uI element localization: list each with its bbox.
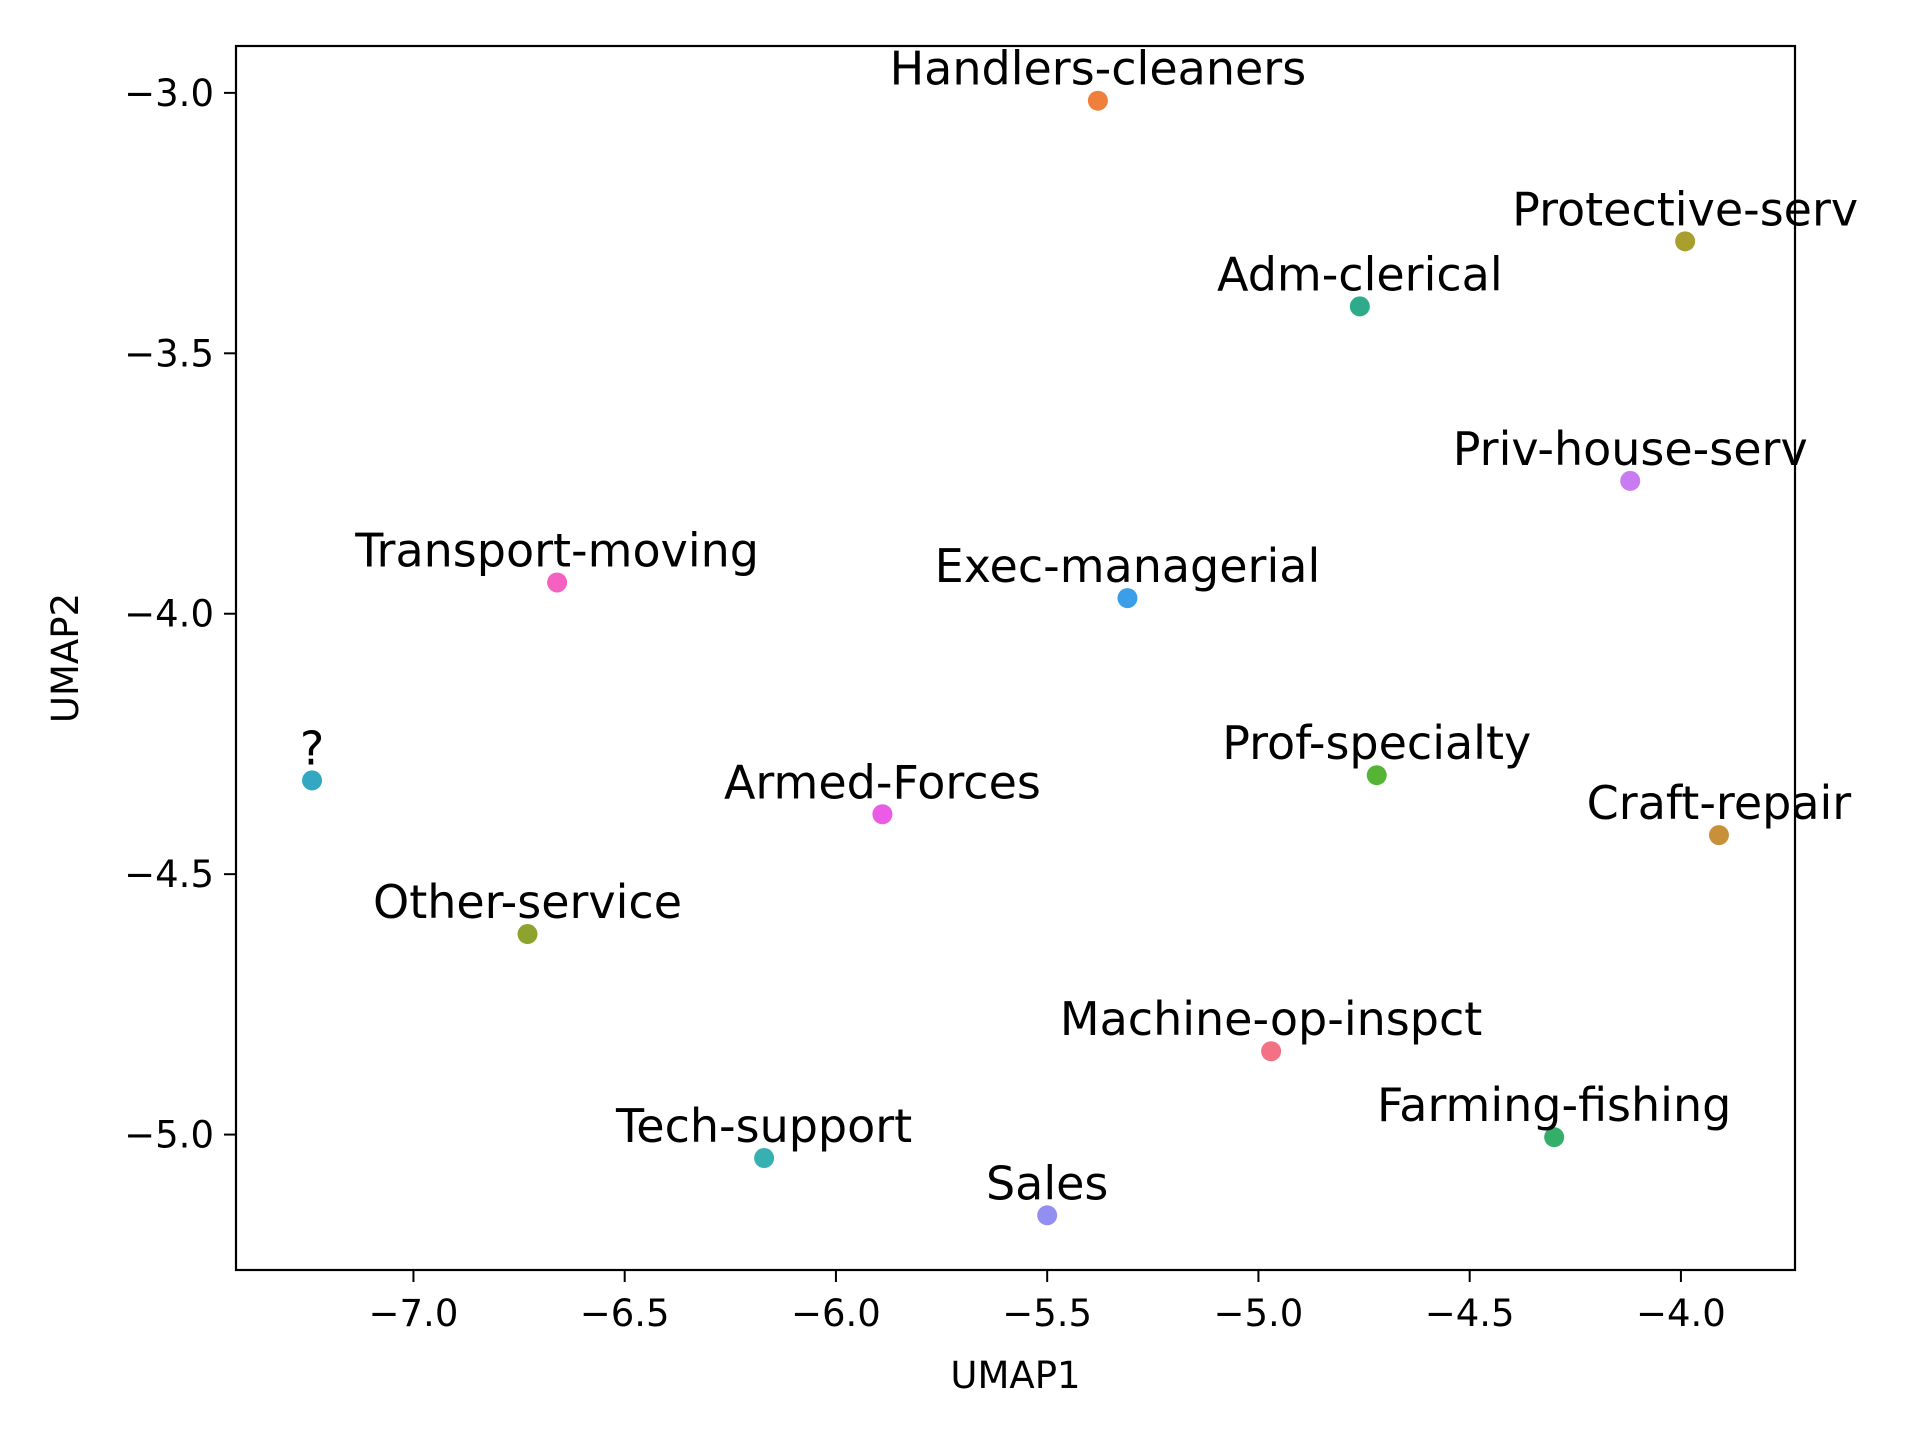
scatter-point — [1708, 825, 1729, 846]
scatter-point — [1087, 90, 1108, 111]
point-label: Other-service — [373, 875, 682, 929]
x-axis-title: UMAP1 — [950, 1354, 1080, 1397]
y-tick-label: −4.5 — [124, 853, 214, 896]
point-label: Craft-repair — [1587, 776, 1852, 830]
y-tick-label: −3.5 — [124, 332, 214, 375]
scatter-point — [1261, 1041, 1282, 1062]
scatter-point — [1675, 231, 1696, 252]
scatter-point — [754, 1148, 775, 1169]
scatter-point — [1620, 470, 1641, 491]
scatter-point — [1544, 1127, 1565, 1148]
scatter-point — [1349, 296, 1370, 317]
x-tick-label: −6.5 — [580, 1292, 670, 1335]
x-tick-label: −5.0 — [1214, 1292, 1304, 1335]
x-tick-label: −5.5 — [1002, 1292, 1092, 1335]
point-label: Exec-managerial — [935, 539, 1321, 593]
x-tick-label: −4.0 — [1636, 1292, 1726, 1335]
scatter-point — [1366, 765, 1387, 786]
point-label: Protective-serv — [1512, 182, 1858, 236]
point-label: Sales — [986, 1156, 1108, 1210]
x-tick-label: −7.0 — [369, 1292, 459, 1335]
plot-area-frame — [234, 44, 1797, 1272]
point-label: Prof-specialty — [1222, 716, 1531, 770]
x-tick-label: −4.5 — [1425, 1292, 1515, 1335]
point-label: Adm-clerical — [1217, 247, 1503, 301]
point-label: Farming-fishing — [1377, 1078, 1731, 1132]
data-points — [302, 90, 1729, 1226]
point-label: Machine-op-inspct — [1060, 992, 1482, 1046]
scatter-point — [872, 804, 893, 825]
point-label: ? — [300, 721, 324, 775]
scatter-point — [302, 770, 323, 791]
point-label: Handlers-cleaners — [890, 42, 1307, 96]
point-label: Priv-house-serv — [1453, 422, 1808, 476]
y-tick-label: −4.0 — [124, 593, 214, 636]
y-tick-label: −3.0 — [124, 72, 214, 115]
point-label: Transport-moving — [354, 523, 759, 577]
point-labels: Handlers-cleaners Protective-servAdm-cler… — [300, 42, 1858, 1211]
scatter-point — [1117, 588, 1138, 609]
scatter-point — [517, 924, 538, 945]
x-axis-ticks: −7.0 −6.5 −6.0 −5.5 −5.0 −4.5 −4.0 — [369, 1270, 1726, 1335]
point-label: Tech-support — [615, 1099, 912, 1153]
y-tick-label: −5.0 — [124, 1114, 214, 1157]
y-axis-title: UMAP2 — [44, 593, 87, 723]
scatter-point — [547, 572, 568, 593]
scatter-point — [1037, 1205, 1058, 1226]
point-label: Armed-Forces — [724, 755, 1041, 809]
y-axis-ticks: −3.0 −3.5 −4.0 −4.5 −5.0 — [124, 72, 236, 1157]
x-tick-label: −6.0 — [791, 1292, 881, 1335]
